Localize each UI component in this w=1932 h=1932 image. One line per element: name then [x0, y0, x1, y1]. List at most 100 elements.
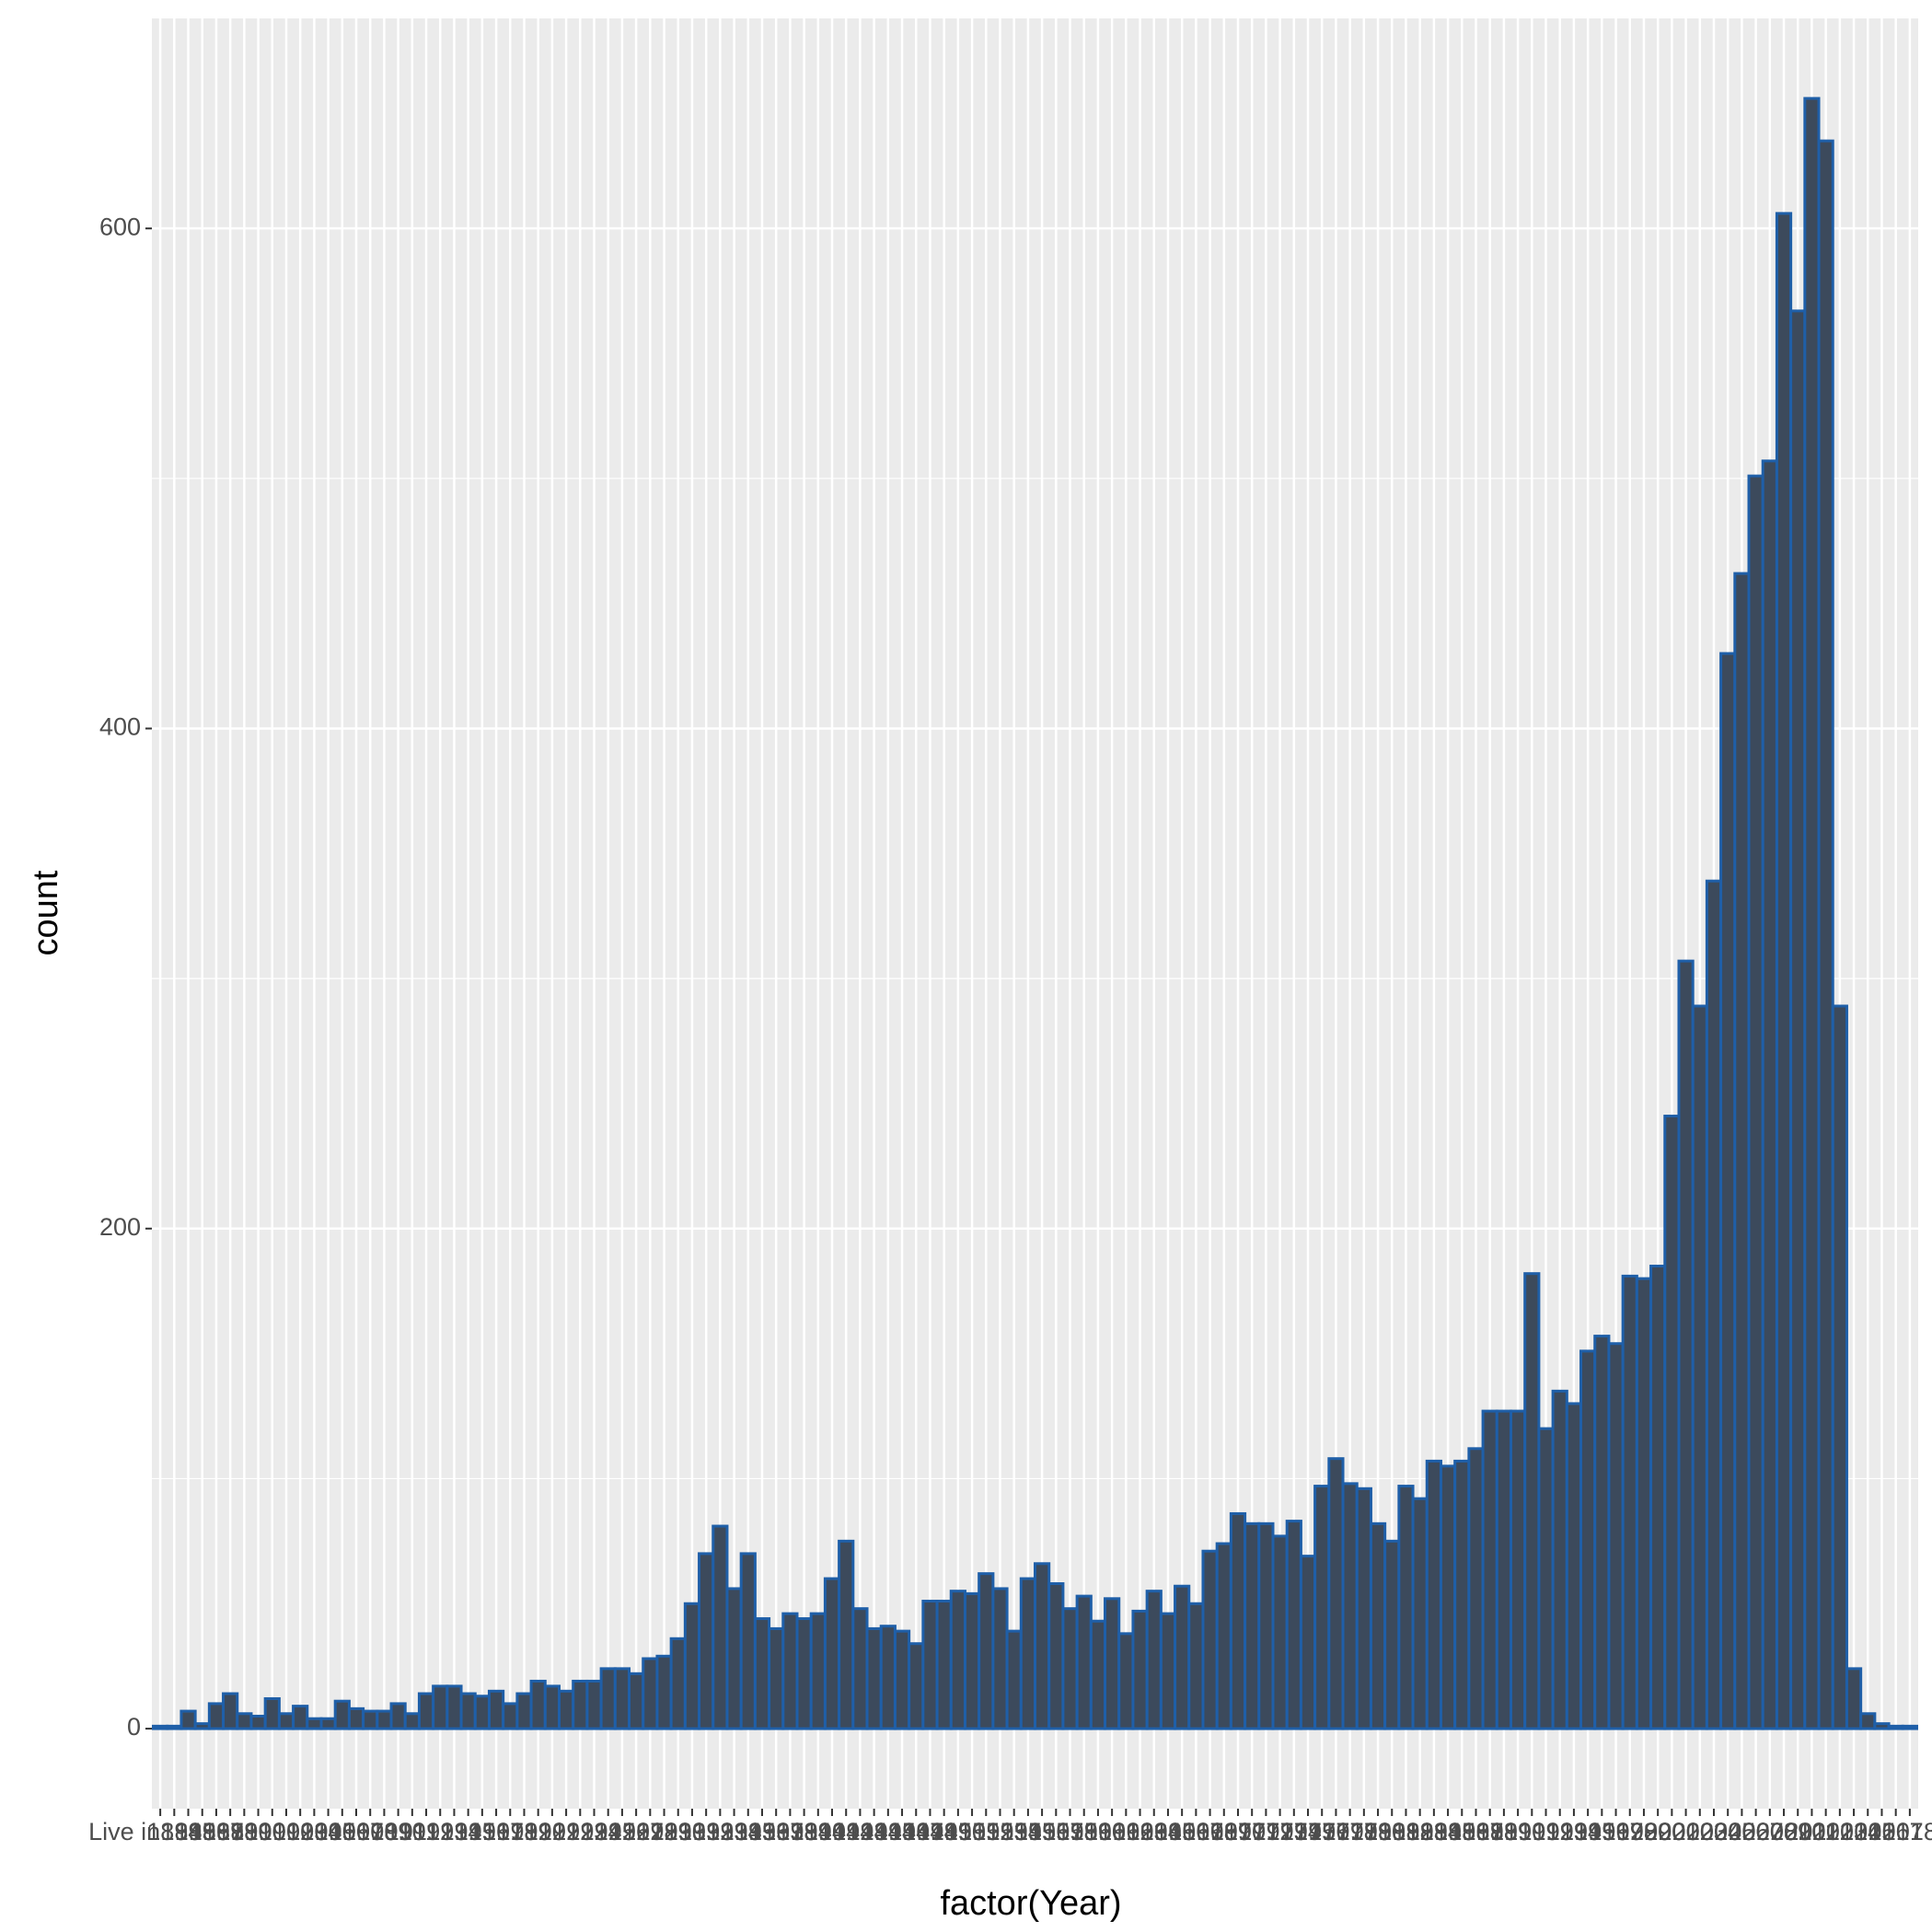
x-tick-label: 1945 — [861, 1818, 916, 1845]
x-tick-label: 1995 — [1560, 1818, 1615, 1845]
x-tick-label: 1960 — [1070, 1818, 1126, 1845]
x-tick-label: 1970 — [1210, 1818, 1266, 1845]
bar — [1677, 959, 1695, 1730]
x-tick-label: 2011 — [1785, 1818, 1838, 1845]
x-tick-label: 1938 — [762, 1818, 817, 1845]
bar — [543, 1684, 561, 1730]
x-tick-label: 1987 — [1448, 1818, 1503, 1845]
bar — [781, 1612, 799, 1730]
x-tick-label: 1963 — [1113, 1818, 1168, 1845]
x-tick-label: 1956 — [1014, 1818, 1070, 1845]
x-tick-label: 1916 — [455, 1818, 510, 1845]
bar — [963, 1591, 981, 1730]
y-axis-title: count — [27, 870, 65, 955]
bar — [1831, 1004, 1848, 1730]
x-tick-label: 1918 — [482, 1818, 538, 1845]
x-tick-label: 1937 — [748, 1818, 804, 1845]
x-tick-label: 2001 — [1644, 1818, 1699, 1845]
x-tick-label: 2003 — [1672, 1818, 1728, 1845]
bar — [921, 1600, 939, 1730]
bar — [572, 1679, 589, 1730]
x-tick-label: 1895 — [160, 1818, 215, 1845]
bar — [1187, 1602, 1205, 1730]
bar — [1747, 474, 1764, 1730]
x-tick-label: 1921 — [525, 1818, 580, 1845]
bar — [1174, 1584, 1191, 1730]
x-tick-label: 1910 — [371, 1818, 426, 1845]
x-tick-label: 1944 — [847, 1818, 902, 1845]
bar — [1453, 1459, 1471, 1730]
x-tick-label: 1941 — [804, 1818, 860, 1845]
bar — [306, 1717, 323, 1730]
x-tick-label: 1954 — [987, 1818, 1042, 1845]
bar — [1439, 1464, 1457, 1730]
bar — [417, 1692, 435, 1730]
bar — [1034, 1562, 1051, 1730]
x-tick-label: 1909 — [356, 1818, 411, 1845]
bar — [1579, 1349, 1597, 1730]
bar — [445, 1684, 463, 1730]
x-tick-label: 1934 — [707, 1818, 762, 1845]
x-tick-label: 1929 — [637, 1818, 692, 1845]
x-tick-label: 2009 — [1756, 1818, 1811, 1845]
x-tick-label: 1943 — [832, 1818, 887, 1845]
x-tick-label: 1930 — [651, 1818, 706, 1845]
x-tick-label: 1926 — [595, 1818, 650, 1845]
bar — [1313, 1485, 1331, 1730]
bar — [1425, 1459, 1442, 1730]
x-tick-label: 1927 — [608, 1818, 664, 1845]
x-tick-label: 1991 — [1504, 1818, 1559, 1845]
bar — [1510, 1409, 1527, 1730]
x-tick-label: 1896 — [175, 1818, 230, 1845]
bar — [1061, 1607, 1079, 1730]
bar — [628, 1672, 645, 1730]
x-tick-label: 2006 — [1714, 1818, 1769, 1845]
bar — [1845, 1667, 1863, 1730]
bar — [236, 1712, 253, 1730]
bar — [529, 1679, 547, 1730]
bar — [1607, 1342, 1625, 1730]
bar — [613, 1667, 631, 1730]
bar — [1201, 1549, 1219, 1730]
y-tick-label: 600 — [99, 213, 141, 240]
bar — [949, 1590, 966, 1730]
bar — [865, 1626, 883, 1730]
bar — [263, 1696, 281, 1730]
bar — [319, 1717, 337, 1730]
x-tick-label: 2016 — [1854, 1818, 1909, 1845]
x-tick-label: 1959 — [1057, 1818, 1112, 1845]
bar — [1887, 1724, 1904, 1730]
bar — [1397, 1485, 1415, 1730]
y-tick-label: 200 — [99, 1213, 141, 1241]
x-tick-label: 1982 — [1378, 1818, 1433, 1845]
x-tick-label: 1955 — [1001, 1818, 1056, 1845]
bar — [1131, 1609, 1149, 1730]
x-tick-label: 1914 — [426, 1818, 481, 1845]
bar — [1691, 1004, 1708, 1730]
bar — [1789, 309, 1807, 1730]
bar — [1355, 1487, 1372, 1730]
bar — [1649, 1265, 1667, 1730]
bar — [669, 1637, 687, 1730]
x-tick-label: 1981 — [1364, 1818, 1419, 1845]
x-tick-label: 1969 — [1197, 1818, 1252, 1845]
bar — [473, 1695, 491, 1730]
x-tick-label: 1965 — [1140, 1818, 1196, 1845]
bar — [725, 1587, 743, 1730]
x-tick-label: 1968 — [1183, 1818, 1238, 1845]
x-tick-label: 1915 — [441, 1818, 496, 1845]
x-tick-label: 1950 — [931, 1818, 986, 1845]
x-tick-label: 1999 — [1616, 1818, 1672, 1845]
x-tick-label: 1899 — [216, 1818, 272, 1845]
bar — [1005, 1629, 1023, 1730]
bar — [838, 1539, 855, 1730]
x-tick-label: 1946 — [874, 1818, 930, 1845]
bar — [487, 1689, 505, 1730]
x-axis-title: factor(Year) — [940, 1884, 1121, 1923]
bar — [1537, 1427, 1555, 1730]
bar — [935, 1600, 953, 1730]
bar — [179, 1709, 197, 1730]
bar — [823, 1577, 841, 1730]
x-tick-label: 2010 — [1770, 1818, 1825, 1845]
bar — [1159, 1612, 1177, 1730]
